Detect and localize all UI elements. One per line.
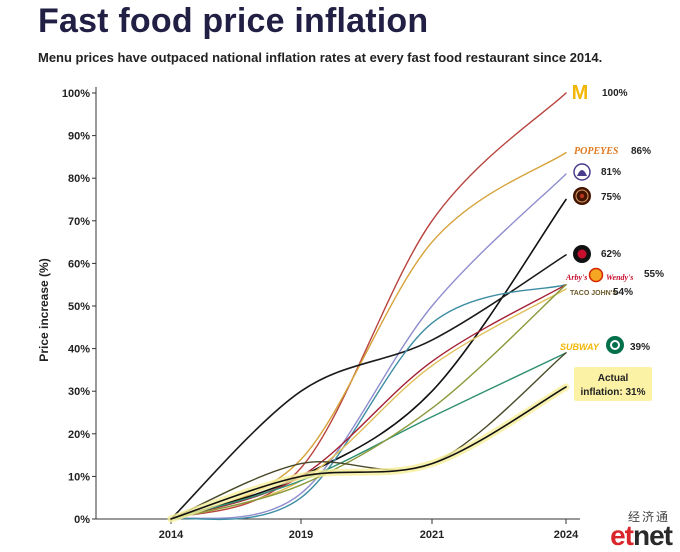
y-tick-label: 60%	[68, 258, 90, 270]
watermark-net: net	[633, 520, 673, 551]
series-lines	[167, 92, 570, 523]
y-tick-label: 30%	[68, 386, 90, 398]
chart-subtitle: Menu prices have outpaced national infla…	[38, 50, 603, 65]
end-label: 86%	[631, 146, 651, 157]
series-line-6	[170, 288, 567, 520]
series-line-7	[170, 284, 567, 520]
y-tick-label: 80%	[68, 173, 90, 185]
mcdonalds-logo: M	[572, 82, 589, 104]
y-tick-label: 50%	[68, 301, 90, 313]
wendys-logo: Wendy's	[606, 273, 633, 282]
series-line-5	[170, 284, 567, 521]
burger-king-logo	[588, 267, 604, 283]
subway-logo: SUBWAY	[560, 342, 600, 352]
y-tick-labels: 0% 10% 20% 30% 40% 50% 60% 70% 80% 90% 100%	[62, 88, 96, 526]
chipotle-logo	[573, 187, 591, 205]
x-tick-label: 2019	[289, 529, 313, 541]
inflation-annotation-bg	[574, 367, 652, 401]
end-label: 62%	[601, 249, 621, 260]
series-line-1	[170, 151, 567, 520]
end-label: 54%	[613, 287, 633, 298]
x-tick-label: 2014	[159, 529, 184, 541]
end-label: 39%	[630, 342, 650, 353]
series-line-3	[170, 198, 567, 520]
jack-in-the-box-logo	[573, 245, 591, 263]
series-line-11	[170, 386, 567, 520]
series-line-4	[170, 254, 567, 520]
end-labels: 100% 86% 81% 75% 62% 55% 54% 39%	[601, 88, 664, 353]
end-label: 75%	[601, 192, 621, 203]
y-tick-label: 10%	[68, 471, 90, 483]
y-tick-label: 70%	[68, 216, 90, 228]
inflation-annotation-line2: inflation: 31%	[580, 387, 645, 398]
arbys-bk-wendys-logos: Arby's Wendy's	[565, 267, 633, 283]
starbucks-logo	[606, 336, 624, 354]
inflation-annotation: Actual inflation: 31%	[574, 367, 652, 401]
y-tick-label: 90%	[68, 131, 90, 143]
watermark-chinese: 经济通	[627, 510, 670, 524]
y-axis-label: Price increase (%)	[37, 258, 51, 361]
series-line-9	[170, 284, 567, 520]
end-label: 100%	[602, 88, 628, 99]
x-tick-labels: 2014 2019 2021 2024	[159, 519, 579, 541]
watermark-logo: etnet	[610, 520, 673, 552]
chart-title: Fast food price inflation	[38, 2, 429, 40]
y-tick-label: 0%	[74, 514, 90, 526]
y-tick-label: 20%	[68, 429, 90, 441]
x-tick-label: 2021	[420, 529, 444, 541]
end-label: 81%	[601, 167, 621, 178]
taco-johns-logo: TACO JOHN'S	[570, 290, 617, 297]
popeyes-logo: POPEYES	[574, 146, 619, 157]
y-tick-label: 100%	[62, 88, 90, 100]
series-line-0	[170, 92, 567, 520]
end-label: 55%	[644, 269, 664, 280]
series-line-8	[170, 352, 567, 520]
watermark-et: et	[610, 520, 634, 551]
arbys-logo: Arby's	[565, 273, 587, 282]
x-tick-label: 2024	[554, 529, 579, 541]
y-tick-label: 40%	[68, 344, 90, 356]
brand-logos: M POPEYES Arby's Wendy's TACO JOHN'S SUB…	[560, 82, 633, 354]
series-line-2	[170, 173, 567, 520]
taco-bell-logo	[573, 163, 591, 181]
inflation-annotation-line1: Actual	[598, 373, 629, 384]
